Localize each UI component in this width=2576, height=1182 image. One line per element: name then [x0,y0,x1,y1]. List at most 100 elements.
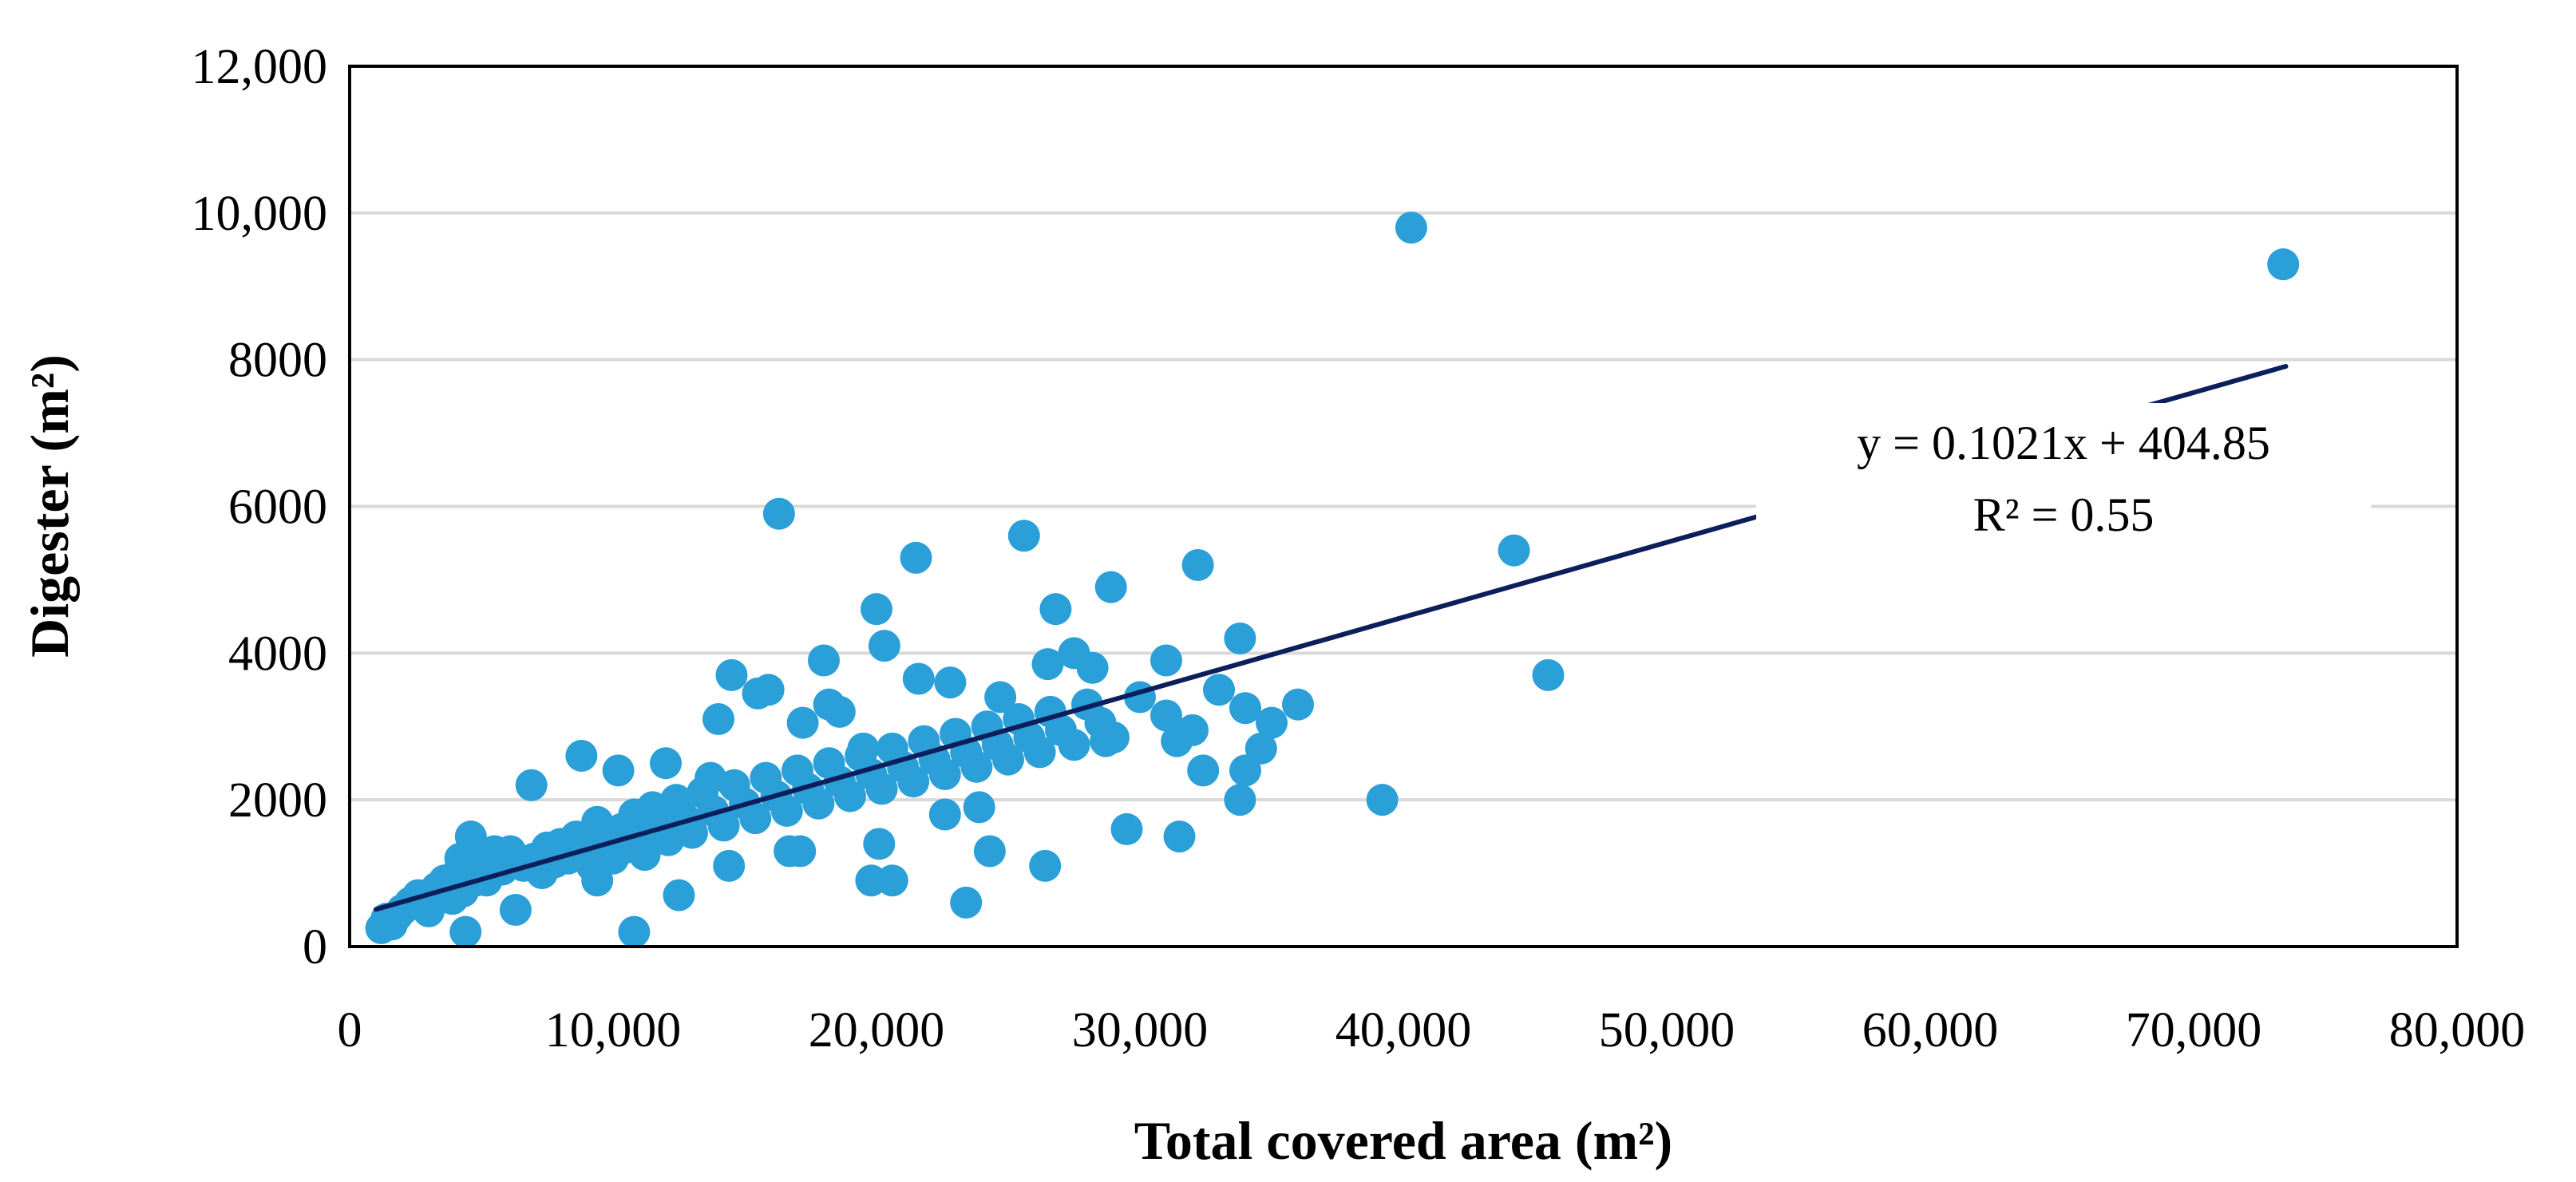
data-point [602,754,635,787]
data-point [565,740,598,773]
data-point [713,849,746,882]
data-point [1031,648,1064,681]
data-point [1229,754,1261,787]
y-tick-label: 2000 [228,773,327,828]
x-tick-label: 60,000 [1862,1003,1999,1057]
data-point [1029,849,1062,882]
x-tick-label: 50,000 [1599,1003,1735,1057]
x-tick-label: 20,000 [809,1003,945,1057]
data-point [694,761,727,794]
data-point [454,820,487,853]
data-point [868,630,900,662]
data-point [1282,688,1314,721]
data-point [950,886,983,919]
y-tick-label: 0 [303,920,327,974]
data-point [865,773,898,805]
data-point [663,879,695,911]
data-point [752,674,785,706]
data-point [847,732,880,765]
data-point [515,769,548,801]
y-tick-label: 10,000 [192,187,328,241]
data-point [1076,651,1109,684]
data-point [470,864,503,897]
x-axis-title: Total covered area (m²) [1134,1110,1672,1171]
x-tick-label: 40,000 [1335,1003,1472,1057]
data-point [802,787,835,820]
data-point [499,894,532,927]
data-point [876,864,908,897]
data-point [581,864,614,897]
x-tick-label: 0 [338,1003,362,1057]
data-point [861,593,892,626]
data-point [900,541,932,574]
data-point [1229,692,1261,725]
data-point [863,828,896,860]
data-point [1150,644,1182,677]
y-axis-title: Digester (m²) [19,354,80,658]
x-tick-label: 10,000 [545,1003,682,1057]
data-point [628,839,661,872]
data-point [1090,725,1122,757]
y-axis-tick-labels: 0 2000 4000 6000 8000 10,000 12,000 [192,40,328,974]
data-point [984,681,1017,714]
data-point [786,706,819,739]
x-tick-label: 70,000 [2126,1003,2262,1057]
data-point [897,765,930,798]
data-point [2267,248,2300,281]
data-point [992,743,1024,776]
data-point [1150,699,1182,732]
data-point [1094,571,1127,603]
data-point [1058,729,1090,761]
data-point [902,662,935,695]
y-tick-label: 12,000 [192,40,328,94]
data-point [1007,520,1040,552]
data-point [702,703,734,736]
gridlines [350,211,2457,802]
data-point [808,644,840,677]
data-point [1224,622,1256,654]
plot-area-frame [348,65,2459,948]
data-point [1161,725,1193,757]
data-point [494,835,527,868]
data-point [928,798,961,831]
data-point [1532,658,1565,691]
trendline-r-squared: R² = 0.55 [1973,488,2155,541]
data-point [650,747,682,780]
data-point [973,835,1006,868]
data-point [1256,706,1288,739]
data-point [715,658,748,691]
data-point [784,835,817,868]
data-point [1023,736,1056,769]
data-point [1498,534,1530,567]
data-point [934,666,967,699]
x-axis-tick-labels: 0 10,000 20,000 30,000 40,000 50,000 60,000 70,… [338,1003,2526,1057]
data-point [449,915,482,948]
data-point [1163,820,1196,853]
trendline-equation: y = 0.1021x + 404.85 [1857,417,2270,469]
x-tick-label: 80,000 [2389,1003,2526,1057]
data-point [707,809,740,842]
y-tick-label: 8000 [228,334,327,388]
data-point [928,757,961,790]
x-tick-label: 30,000 [1072,1003,1209,1057]
data-point [770,794,803,827]
data-point [834,780,866,812]
data-point [823,695,856,728]
data-point [676,816,708,849]
data-point [1244,732,1277,765]
data-point [618,915,651,948]
data-point [1395,211,1427,244]
data-point [1110,812,1143,845]
data-point [1224,784,1256,816]
data-point [1181,549,1214,582]
data-point [762,497,795,530]
data-point [1187,754,1220,787]
data-point [739,802,772,835]
data-points [365,211,2300,948]
data-point [960,750,993,783]
y-tick-label: 6000 [228,480,327,535]
y-tick-label: 4000 [228,627,327,681]
equation-label-background [1756,403,2371,551]
data-point [1203,674,1235,706]
